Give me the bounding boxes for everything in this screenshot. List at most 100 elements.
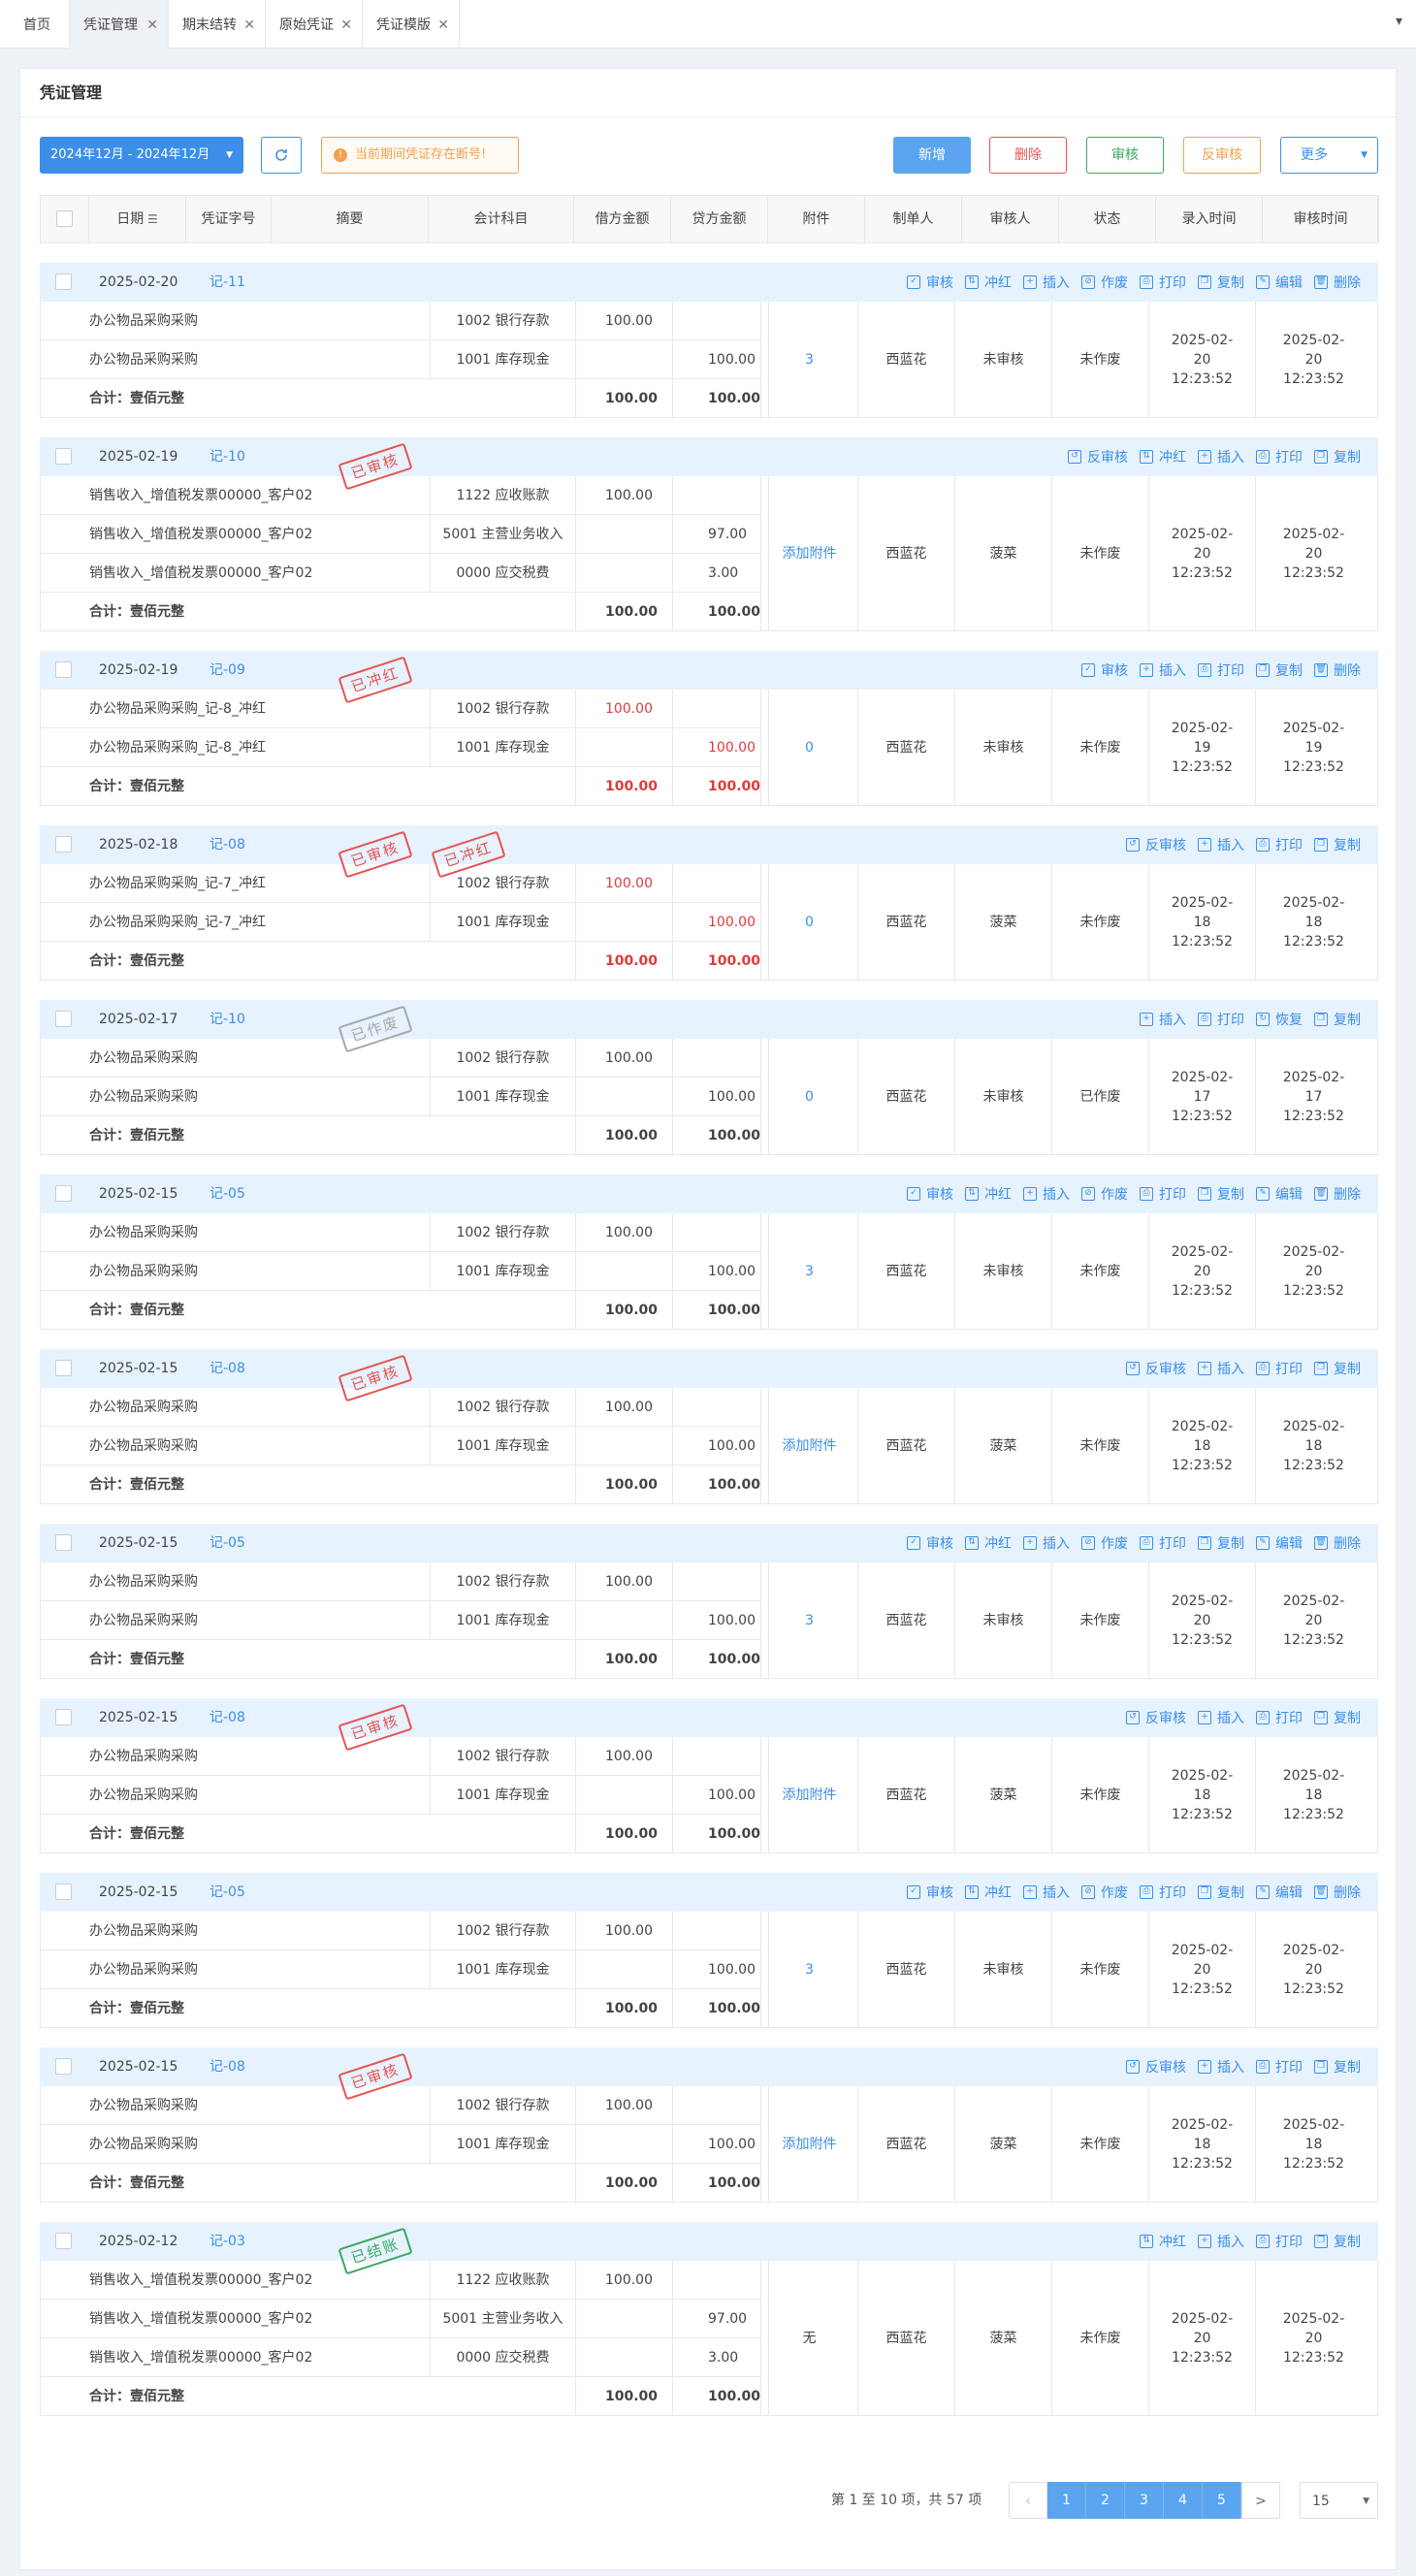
page-button-1[interactable]: 1 — [1047, 2482, 1086, 2519]
action-打印[interactable]: ⎙ 打印 — [1198, 1010, 1244, 1029]
action-打印[interactable]: ⎙ 打印 — [1140, 1883, 1186, 1902]
voucher-checkbox[interactable] — [55, 1185, 72, 1202]
voucher-number[interactable]: 记-10 — [209, 1012, 245, 1027]
action-反审核[interactable]: ↺ 反审核 — [1068, 447, 1128, 467]
voucher-checkbox[interactable] — [55, 1011, 72, 1027]
action-复制[interactable]: ❐ 复制 — [1314, 835, 1361, 854]
action-打印[interactable]: ⎙ 打印 — [1140, 273, 1186, 292]
attachment-cell[interactable]: 0 — [760, 864, 857, 981]
action-插入[interactable]: + 插入 — [1198, 835, 1244, 854]
action-复制[interactable]: ❐ 复制 — [1314, 1708, 1361, 1727]
action-打印[interactable]: ⎙ 打印 — [1140, 1184, 1186, 1204]
action-冲红[interactable]: ⇅ 冲红 — [965, 1184, 1012, 1204]
page-button-3[interactable]: 3 — [1125, 2482, 1164, 2519]
voucher-checkbox[interactable] — [55, 2058, 72, 2075]
page-button-4[interactable]: 4 — [1164, 2482, 1203, 2519]
action-作废[interactable]: ⊘ 作废 — [1081, 1184, 1128, 1204]
action-插入[interactable]: + 插入 — [1023, 1184, 1070, 1204]
voucher-checkbox[interactable] — [55, 448, 72, 465]
attachment-cell[interactable]: 0 — [760, 690, 857, 806]
action-编辑[interactable]: ✎ 编辑 — [1256, 273, 1303, 292]
voucher-checkbox[interactable] — [55, 1709, 72, 1725]
attachment-cell[interactable]: 添加附件 — [760, 1737, 857, 1853]
voucher-number[interactable]: 记-09 — [209, 662, 245, 678]
action-删除[interactable]: 🗑 删除 — [1314, 660, 1361, 680]
audit-button[interactable]: 审核 — [1086, 137, 1164, 174]
action-审核[interactable]: ✓ 审核 — [907, 1533, 953, 1553]
voucher-number[interactable]: 记-08 — [209, 1710, 245, 1725]
action-插入[interactable]: + 插入 — [1198, 2057, 1244, 2077]
action-审核[interactable]: ✓ 审核 — [907, 273, 953, 292]
voucher-number[interactable]: 记-05 — [209, 1535, 245, 1551]
voucher-number[interactable]: 记-08 — [209, 1361, 245, 1376]
action-反审核[interactable]: ↺ 反审核 — [1126, 1359, 1186, 1378]
action-插入[interactable]: + 插入 — [1140, 1010, 1186, 1029]
voucher-checkbox[interactable] — [55, 1884, 72, 1900]
action-审核[interactable]: ✓ 审核 — [1081, 660, 1128, 680]
action-复制[interactable]: ❐ 复制 — [1256, 660, 1303, 680]
action-审核[interactable]: ✓ 审核 — [907, 1184, 953, 1204]
tab-2[interactable]: 期末结转 ✕ — [169, 0, 266, 48]
close-icon[interactable]: ✕ — [340, 17, 352, 33]
new-button[interactable]: 新增 — [893, 137, 971, 174]
action-编辑[interactable]: ✎ 编辑 — [1256, 1883, 1303, 1902]
voucher-checkbox[interactable] — [55, 2233, 72, 2249]
action-插入[interactable]: + 插入 — [1198, 2232, 1244, 2251]
close-icon[interactable]: ✕ — [146, 17, 158, 33]
action-打印[interactable]: ⎙ 打印 — [1256, 2232, 1303, 2251]
action-复制[interactable]: ❐ 复制 — [1314, 447, 1361, 467]
action-冲红[interactable]: ⇅ 冲红 — [965, 273, 1012, 292]
period-select[interactable]: 2024年12月 - 2024年12月 ▼ — [40, 137, 243, 174]
action-恢复[interactable]: ↻ 恢复 — [1256, 1010, 1303, 1029]
action-复制[interactable]: ❐ 复制 — [1314, 2057, 1361, 2077]
page-button-5[interactable]: 5 — [1203, 2482, 1241, 2519]
action-复制[interactable]: ❐ 复制 — [1314, 2232, 1361, 2251]
action-打印[interactable]: ⎙ 打印 — [1256, 2057, 1303, 2077]
action-冲红[interactable]: ⇅ 冲红 — [965, 1533, 1012, 1553]
unaudit-button[interactable]: 反审核 — [1183, 137, 1261, 174]
action-删除[interactable]: 🗑 删除 — [1314, 1533, 1361, 1553]
action-作废[interactable]: ⊘ 作废 — [1081, 1533, 1128, 1553]
refresh-button[interactable] — [261, 137, 302, 174]
action-反审核[interactable]: ↺ 反审核 — [1126, 2057, 1186, 2077]
voucher-number[interactable]: 记-03 — [209, 2234, 245, 2249]
action-删除[interactable]: 🗑 删除 — [1314, 1184, 1361, 1204]
action-复制[interactable]: ❐ 复制 — [1198, 1184, 1244, 1204]
action-编辑[interactable]: ✎ 编辑 — [1256, 1184, 1303, 1204]
attachment-cell[interactable]: 添加附件 — [760, 476, 857, 631]
action-编辑[interactable]: ✎ 编辑 — [1256, 1533, 1303, 1553]
attachment-cell[interactable]: 3 — [760, 1562, 857, 1679]
more-button[interactable]: 更多 ▼ — [1280, 137, 1378, 174]
action-冲红[interactable]: ⇅ 冲红 — [1140, 447, 1186, 467]
action-打印[interactable]: ⎙ 打印 — [1198, 660, 1244, 680]
voucher-number[interactable]: 记-10 — [209, 449, 245, 465]
action-打印[interactable]: ⎙ 打印 — [1140, 1533, 1186, 1553]
action-插入[interactable]: + 插入 — [1023, 1883, 1070, 1902]
action-复制[interactable]: ❐ 复制 — [1314, 1010, 1361, 1029]
select-all-checkbox[interactable] — [56, 210, 73, 227]
action-插入[interactable]: + 插入 — [1023, 273, 1070, 292]
tab-4[interactable]: 凭证模版 ✕ — [363, 0, 460, 48]
attachment-cell[interactable]: 3 — [760, 302, 857, 418]
voucher-checkbox[interactable] — [55, 274, 72, 290]
voucher-checkbox[interactable] — [55, 1360, 72, 1376]
next-page-button[interactable]: > — [1241, 2482, 1280, 2519]
action-冲红[interactable]: ⇅ 冲红 — [1140, 2232, 1186, 2251]
attachment-cell[interactable]: 添加附件 — [760, 1388, 857, 1504]
action-删除[interactable]: 🗑 删除 — [1314, 273, 1361, 292]
sort-icon[interactable]: ☰ — [144, 212, 158, 226]
action-删除[interactable]: 🗑 删除 — [1314, 1883, 1361, 1902]
action-复制[interactable]: ❐ 复制 — [1314, 1359, 1361, 1378]
action-作废[interactable]: ⊘ 作废 — [1081, 1883, 1128, 1902]
page-button-2[interactable]: 2 — [1086, 2482, 1125, 2519]
close-icon[interactable]: ✕ — [243, 17, 255, 33]
delete-button[interactable]: 删除 — [989, 137, 1067, 174]
tab-3[interactable]: 原始凭证 ✕ — [266, 0, 363, 48]
attachment-cell[interactable]: 3 — [760, 1912, 857, 2028]
voucher-number[interactable]: 记-05 — [209, 1884, 245, 1900]
attachment-cell[interactable]: 添加附件 — [760, 2086, 857, 2203]
close-icon[interactable]: ✕ — [437, 17, 449, 33]
voucher-checkbox[interactable] — [55, 836, 72, 853]
voucher-number[interactable]: 记-08 — [209, 837, 245, 853]
action-反审核[interactable]: ↺ 反审核 — [1126, 1708, 1186, 1727]
